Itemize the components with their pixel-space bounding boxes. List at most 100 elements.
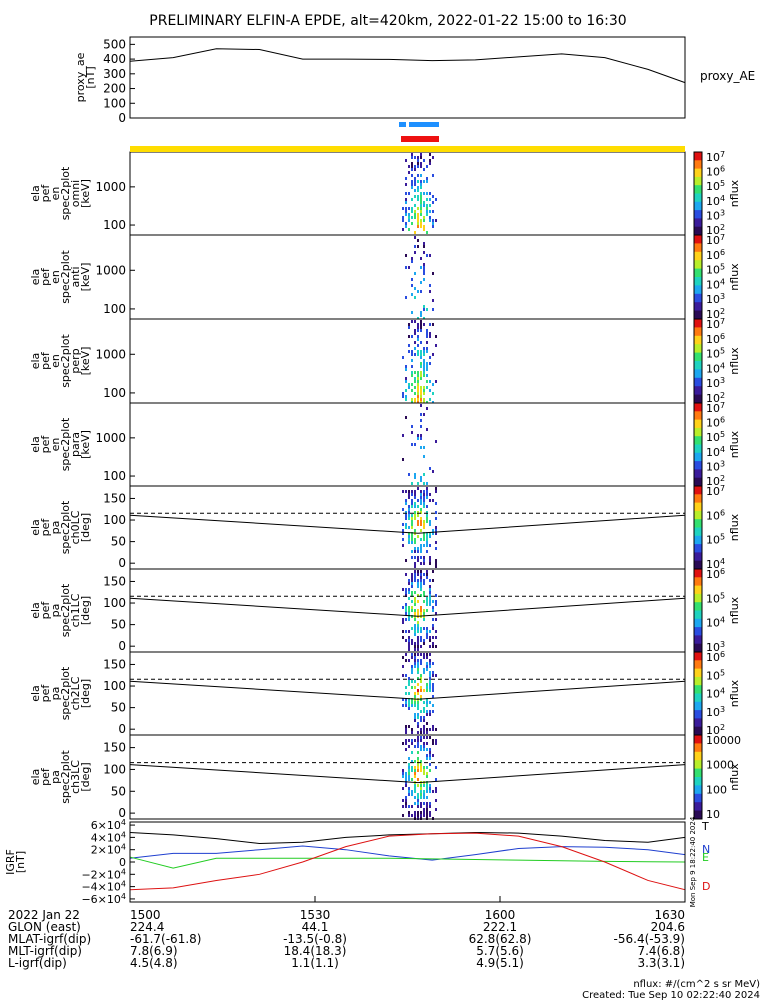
spectrogram-pixel — [426, 633, 428, 636]
colorbar-cell — [694, 455, 702, 459]
spectrogram-pixel — [411, 520, 413, 523]
spectrogram-pixel — [414, 802, 416, 805]
colorbar-label-text: nflux — [728, 179, 741, 207]
spectrogram-pixel — [411, 731, 413, 734]
colorbar-cell — [694, 571, 702, 576]
spectrogram-pixel — [414, 496, 416, 499]
spectrogram-pixel — [423, 689, 425, 692]
spectrogram-pixel — [405, 490, 407, 493]
colorbar-cell — [694, 386, 702, 390]
spectrogram-pixel — [417, 371, 419, 374]
spectrogram-pixel — [417, 523, 419, 526]
spectrogram-pixel — [420, 323, 422, 326]
spectrogram-pixel — [408, 763, 410, 766]
spectrogram-pixel — [429, 162, 431, 165]
spectrogram-pixel — [420, 153, 422, 156]
legend-label: proxy_AE — [700, 69, 755, 83]
spectrogram-pixel — [411, 814, 413, 817]
spectrogram-pixel — [432, 308, 434, 311]
colorbar-cell — [694, 707, 702, 711]
spectrogram-pixel — [432, 299, 434, 302]
spectrogram-pixel — [423, 389, 425, 392]
colorbar-cell — [694, 372, 702, 376]
spectrogram-pixel — [411, 482, 413, 485]
spectrogram-pixel — [402, 207, 404, 210]
spectrogram-pixel — [420, 404, 422, 407]
spectrogram-pixel — [432, 225, 434, 228]
colorbar-cell — [694, 527, 702, 531]
spectrogram-pixel — [417, 636, 419, 639]
spectrogram-pixel — [420, 362, 422, 365]
spectrogram-pixel — [423, 627, 425, 630]
spectrogram-pixel — [417, 793, 419, 796]
spectrogram-pixel — [414, 476, 416, 479]
spectrogram-pixel — [426, 603, 428, 606]
y-tick-label: 100 — [103, 762, 126, 776]
spectrogram-pixel — [408, 335, 410, 338]
spectrogram-pixel — [417, 434, 419, 437]
spectrogram-pixel — [423, 482, 425, 485]
spectrogram-pixel — [414, 624, 416, 627]
spectrogram-pixel — [417, 556, 419, 559]
spectrogram-pixel — [417, 579, 419, 582]
time-axis-value: 5.7(5.6) — [476, 944, 524, 958]
spectrogram-pixel — [423, 251, 425, 254]
spectrogram-pixel — [405, 606, 407, 609]
spectrogram-pixel — [429, 284, 431, 287]
spectrogram-pixel — [423, 347, 425, 350]
spectrogram-pixel — [426, 802, 428, 805]
y-axis-label-line: ela — [29, 602, 42, 619]
spectrogram-pixel — [405, 416, 407, 419]
colorbar-cell — [694, 710, 702, 714]
spectrogram-pixel — [408, 639, 410, 642]
colorbar-tick-label: 100 — [706, 783, 727, 796]
spectrogram-pixel — [414, 796, 416, 799]
colorbar-label-text: nflux — [728, 347, 741, 375]
spectrogram-pixel — [423, 365, 425, 368]
spectrogram-pixel — [423, 502, 425, 505]
spectrogram-pixel — [417, 668, 419, 671]
spectrogram-pixel — [417, 290, 419, 293]
spectrogram-pixel — [423, 269, 425, 272]
spectrogram-pixel — [417, 778, 419, 781]
spectrogram-pixel — [408, 541, 410, 544]
spectrogram-pixel — [429, 754, 431, 757]
igrf-series-D — [129, 832, 686, 891]
y-axis-label-line: pef — [39, 351, 52, 370]
spectrogram-pixel — [429, 562, 431, 565]
y-axis-label-line: spec2plot — [59, 583, 72, 637]
spectrogram-pixel — [432, 689, 434, 692]
spectrogram-pixel — [411, 198, 413, 201]
spectrogram-pixel — [414, 177, 416, 180]
spectrogram-pixel — [408, 538, 410, 541]
spectrogram-pixel — [429, 814, 431, 817]
colorbar-cell — [694, 516, 702, 520]
spectrogram-pixel — [408, 775, 410, 778]
spectrogram-pixel — [411, 359, 413, 362]
spectrogram-pixel — [411, 556, 413, 559]
colorbar-cell — [694, 277, 702, 281]
spectrogram-pixel — [426, 689, 428, 692]
y-axis-label-line: spec2plot — [59, 500, 72, 554]
colorbar-label-text: nflux — [728, 596, 741, 624]
spectrogram-pixel — [435, 739, 437, 742]
colorbar-cell — [694, 397, 702, 401]
spectrogram-pixel — [417, 350, 419, 353]
spectrogram-pixel — [423, 615, 425, 618]
colorbar-cell — [694, 472, 702, 476]
spectrogram-pixel — [402, 458, 404, 461]
spectrogram-pixel — [420, 787, 422, 790]
spectrogram-pixel — [405, 296, 407, 299]
spectrogram-pixel — [414, 745, 416, 748]
spectrogram-pixel — [432, 383, 434, 386]
spectrogram-pixel — [426, 710, 428, 713]
spectrogram-pixel — [423, 612, 425, 615]
colorbar-cell — [694, 249, 702, 253]
spectrogram-pixel — [423, 701, 425, 704]
spectrogram-pixel — [420, 180, 422, 183]
spectrogram-pixel — [402, 698, 404, 701]
spectrogram-pixel — [420, 547, 422, 550]
spectrogram-pixel — [426, 231, 428, 234]
spectrogram-pixel — [435, 674, 437, 677]
